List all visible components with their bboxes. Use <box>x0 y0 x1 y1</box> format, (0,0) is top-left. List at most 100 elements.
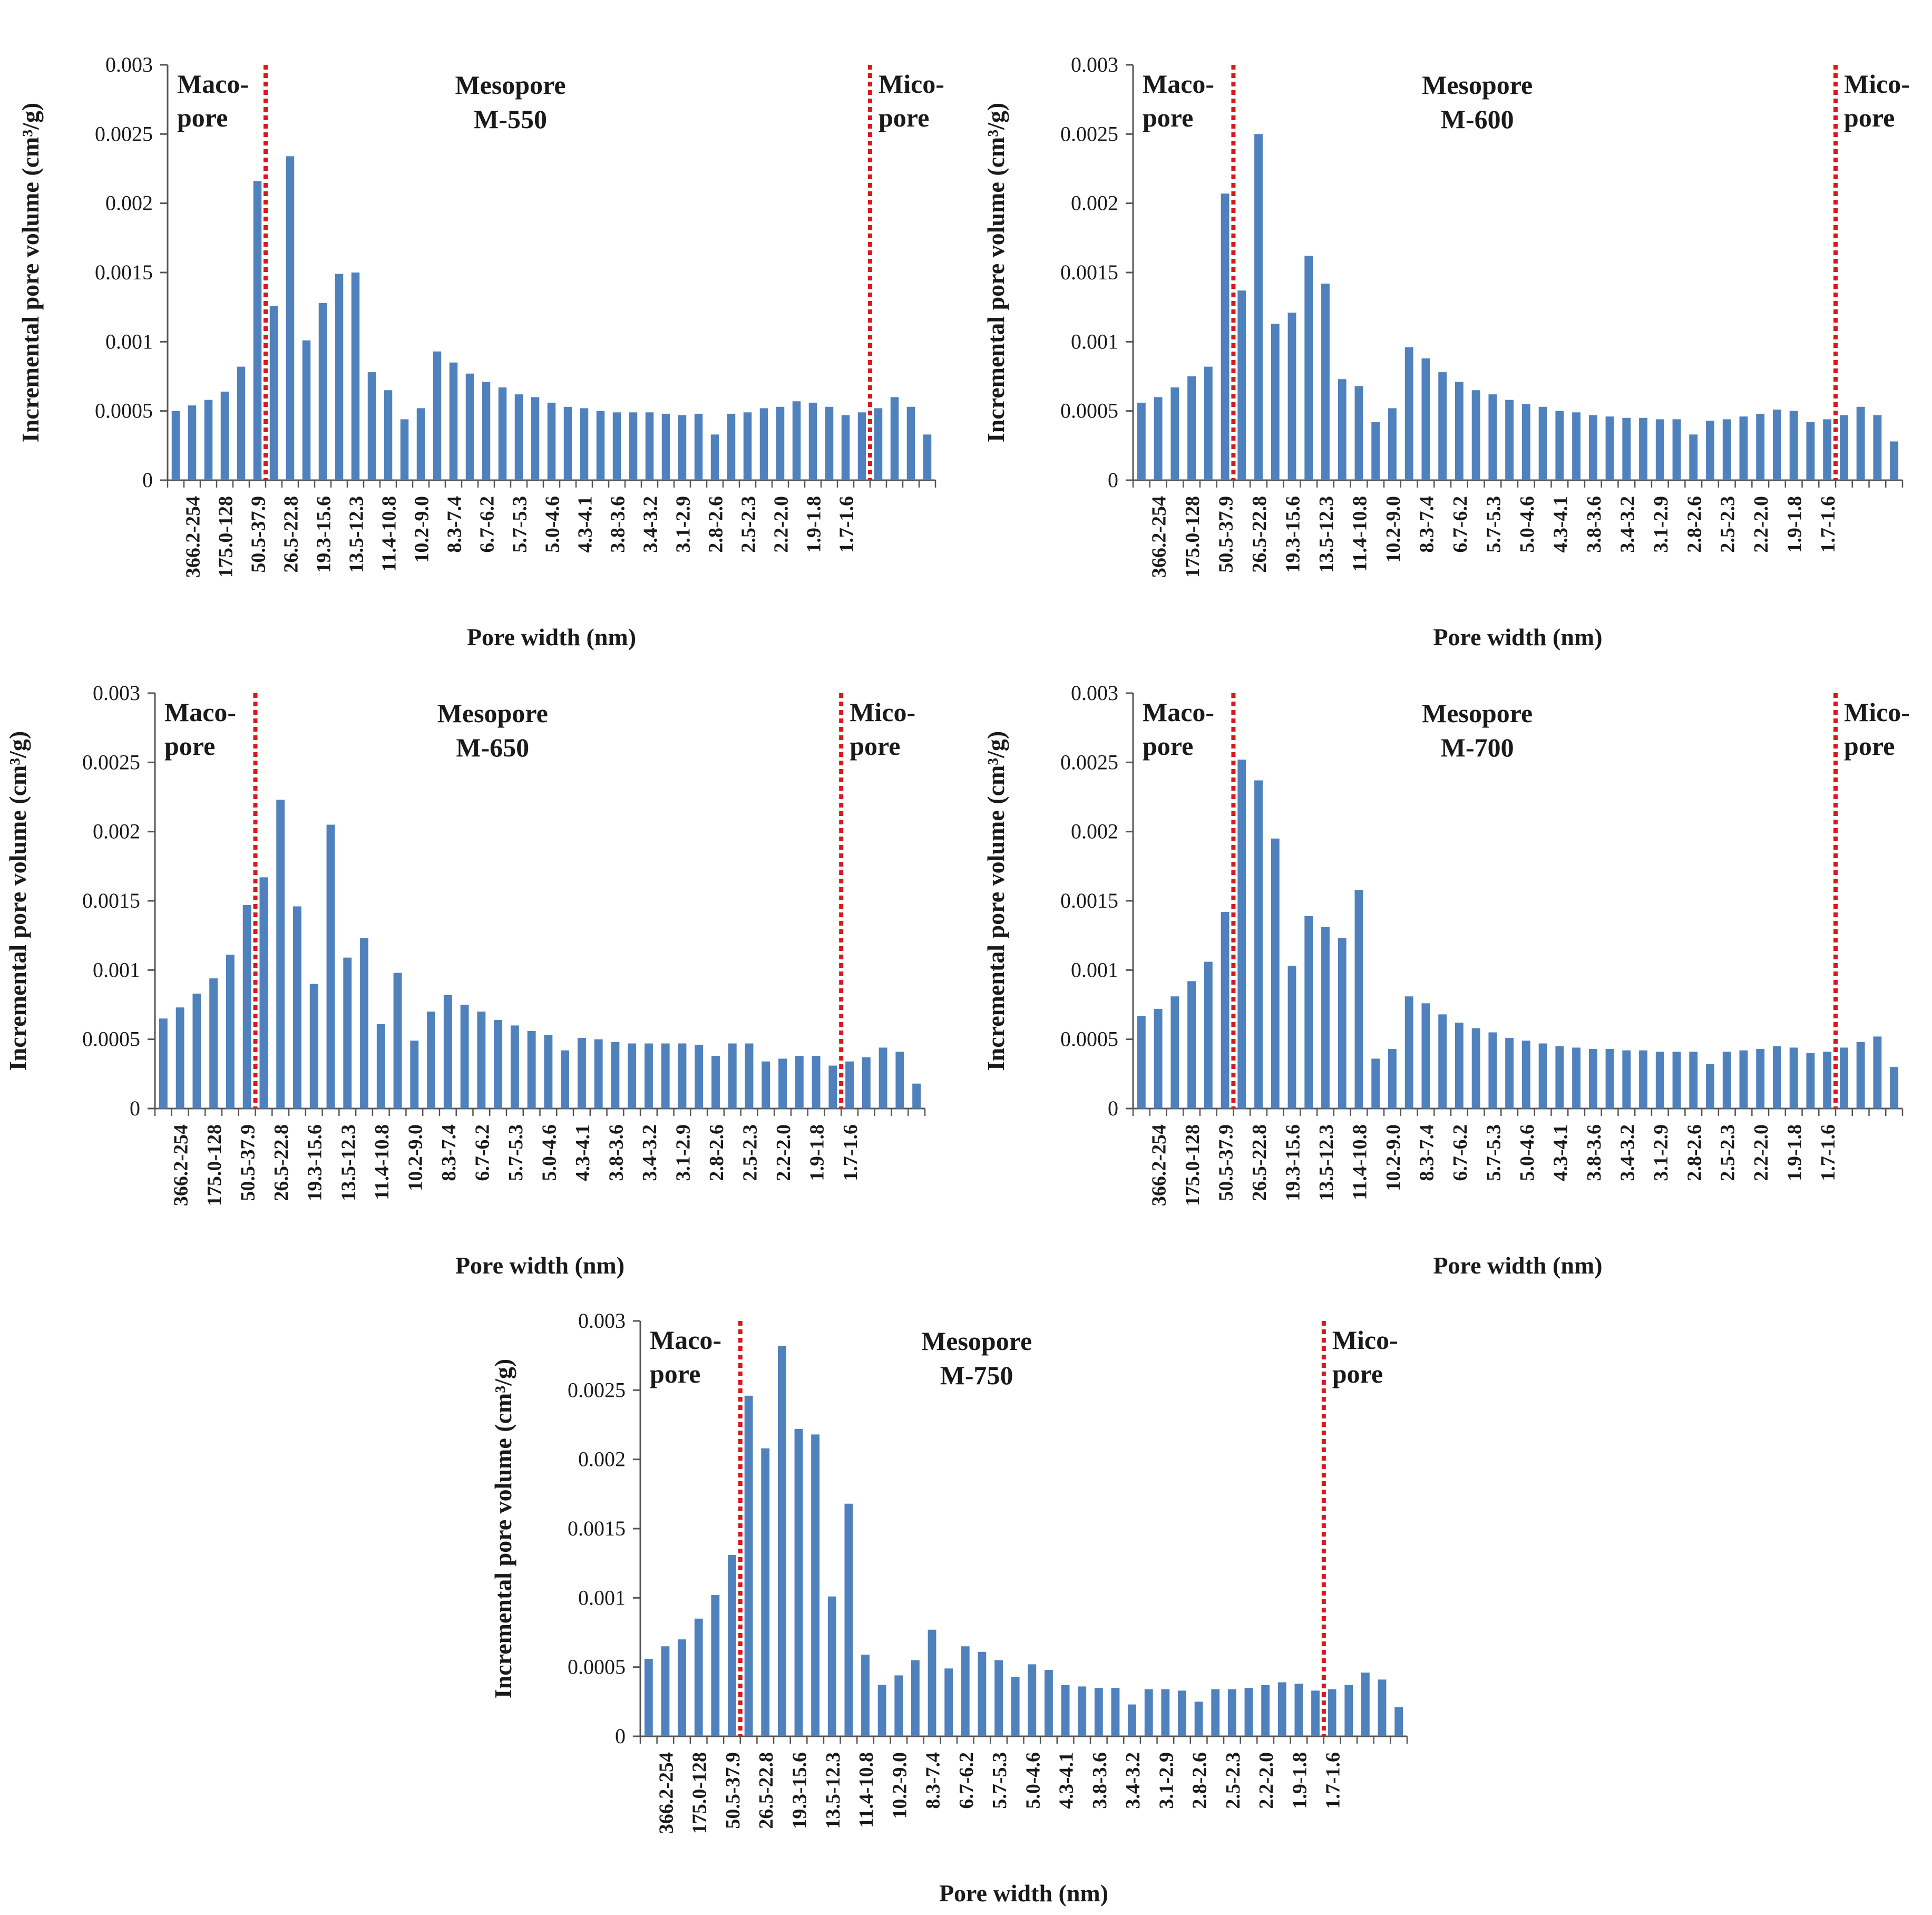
x-axis-title: Pore width (nm) <box>1433 624 1602 650</box>
bar <box>1338 938 1346 1109</box>
bar <box>1187 376 1196 480</box>
x-tick-label: 10.2-9.0 <box>889 1752 911 1819</box>
micropore-label-line2: pore <box>850 731 900 761</box>
bar <box>1271 838 1280 1109</box>
y-tick-label: 0.0025 <box>95 122 153 145</box>
x-tick-label: 2.5-2.3 <box>1717 1124 1739 1181</box>
bar <box>629 412 638 480</box>
bar <box>477 1012 486 1109</box>
x-tick-label: 3.1-2.9 <box>672 496 695 553</box>
y-tick-label: 0.0015 <box>568 1517 626 1540</box>
bar <box>1261 1685 1270 1736</box>
bar <box>1354 386 1363 480</box>
x-tick-label: 3.1-2.9 <box>1650 496 1672 553</box>
x-tick-label: 3.4-3.2 <box>1616 1124 1638 1181</box>
x-tick-label: 50.5-37.9 <box>1215 496 1237 573</box>
y-axis-title: Incremental pore volume (cm³/g) <box>17 103 44 442</box>
bar <box>862 1057 871 1109</box>
bar <box>561 1050 570 1109</box>
bar <box>743 412 752 480</box>
macropore-label-line1: Maco- <box>164 697 236 727</box>
bar <box>811 1434 820 1736</box>
x-tick-label: 26.5-22.8 <box>755 1752 777 1829</box>
bar <box>427 1012 435 1109</box>
y-tick-label: 0.003 <box>578 1309 626 1333</box>
bar <box>367 372 376 480</box>
x-tick-label: 2.8-2.6 <box>705 496 727 553</box>
bar <box>527 1031 536 1109</box>
x-tick-label: 3.8-3.6 <box>605 1124 627 1181</box>
bar <box>1338 379 1346 480</box>
bar <box>644 1658 653 1736</box>
x-tick-label: 8.3-7.4 <box>444 496 466 553</box>
y-tick-label: 0.002 <box>1071 820 1118 843</box>
bar <box>253 181 262 480</box>
y-tick-label: 0.0005 <box>82 1027 140 1051</box>
y-tick-label: 0 <box>1108 1096 1118 1120</box>
bar <box>1421 1003 1430 1109</box>
bar <box>1756 1049 1765 1109</box>
x-tick-label: 3.1-2.9 <box>672 1124 694 1181</box>
bar <box>1128 1704 1137 1736</box>
bar <box>318 303 327 480</box>
bar <box>237 366 246 480</box>
bar <box>276 800 285 1109</box>
macropore-label-line1: Maco- <box>1143 697 1214 727</box>
bar <box>645 412 654 480</box>
y-axis-title: Incremental pore volume (cm³/g) <box>490 1359 516 1698</box>
bar <box>1094 1688 1103 1736</box>
y-tick-label: 0.0025 <box>568 1378 626 1402</box>
bar <box>711 1056 720 1109</box>
x-tick-label: 19.3-15.6 <box>313 496 335 573</box>
y-tick-label: 0.001 <box>1071 329 1118 353</box>
bar <box>1672 419 1681 480</box>
x-tick-label: 1.9-1.8 <box>1784 1124 1806 1181</box>
x-tick-label: 11.4-10.8 <box>378 496 401 572</box>
x-tick-label: 10.2-9.0 <box>1382 1124 1404 1191</box>
bar <box>1028 1664 1037 1736</box>
y-tick-label: 0.0025 <box>1060 122 1118 145</box>
bar <box>1161 1689 1170 1736</box>
bar <box>1789 411 1798 480</box>
bar <box>1011 1677 1020 1736</box>
bar <box>209 978 218 1109</box>
y-tick-label: 0 <box>130 1096 140 1120</box>
y-tick-label: 0.003 <box>1071 681 1118 705</box>
y-tick-label: 0.002 <box>105 191 153 215</box>
bar <box>1622 1050 1631 1109</box>
y-axis-title: Incremental pore volume (cm³/g) <box>4 731 31 1071</box>
x-tick-label: 13.5-12.3 <box>1315 496 1338 573</box>
bar <box>1321 927 1330 1109</box>
bar <box>1178 1690 1186 1736</box>
y-tick-label: 0.0005 <box>1060 1027 1118 1051</box>
x-tick-label: 11.4-10.8 <box>1349 496 1371 572</box>
bar <box>1689 434 1698 480</box>
bar <box>1572 1047 1581 1109</box>
x-tick-label: 2.2-2.0 <box>1750 1124 1772 1181</box>
bar <box>1722 1052 1731 1109</box>
bar <box>1471 390 1480 480</box>
bar <box>1344 1685 1353 1736</box>
bar <box>343 957 352 1109</box>
bar <box>1672 1052 1681 1109</box>
bar <box>1394 1707 1403 1736</box>
x-tick-label: 13.5-12.3 <box>1315 1124 1338 1201</box>
x-tick-label: 2.8-2.6 <box>1189 1752 1211 1809</box>
bar <box>544 1035 553 1109</box>
bar <box>1061 1685 1070 1736</box>
bar <box>727 413 736 480</box>
bar <box>443 995 452 1109</box>
x-tick-label: 2.2-2.0 <box>773 1124 795 1181</box>
bar <box>433 351 442 480</box>
y-tick-label: 0 <box>615 1724 626 1748</box>
chart-title: M-600 <box>1441 104 1514 134</box>
bar <box>1890 1067 1899 1109</box>
y-tick-label: 0.0025 <box>82 750 140 774</box>
bar <box>293 906 301 1109</box>
bar <box>482 382 491 480</box>
bar <box>1170 387 1179 480</box>
macropore-label-line2: pore <box>177 103 228 132</box>
bar <box>360 938 368 1109</box>
bar <box>269 306 278 480</box>
bar <box>928 1629 936 1736</box>
